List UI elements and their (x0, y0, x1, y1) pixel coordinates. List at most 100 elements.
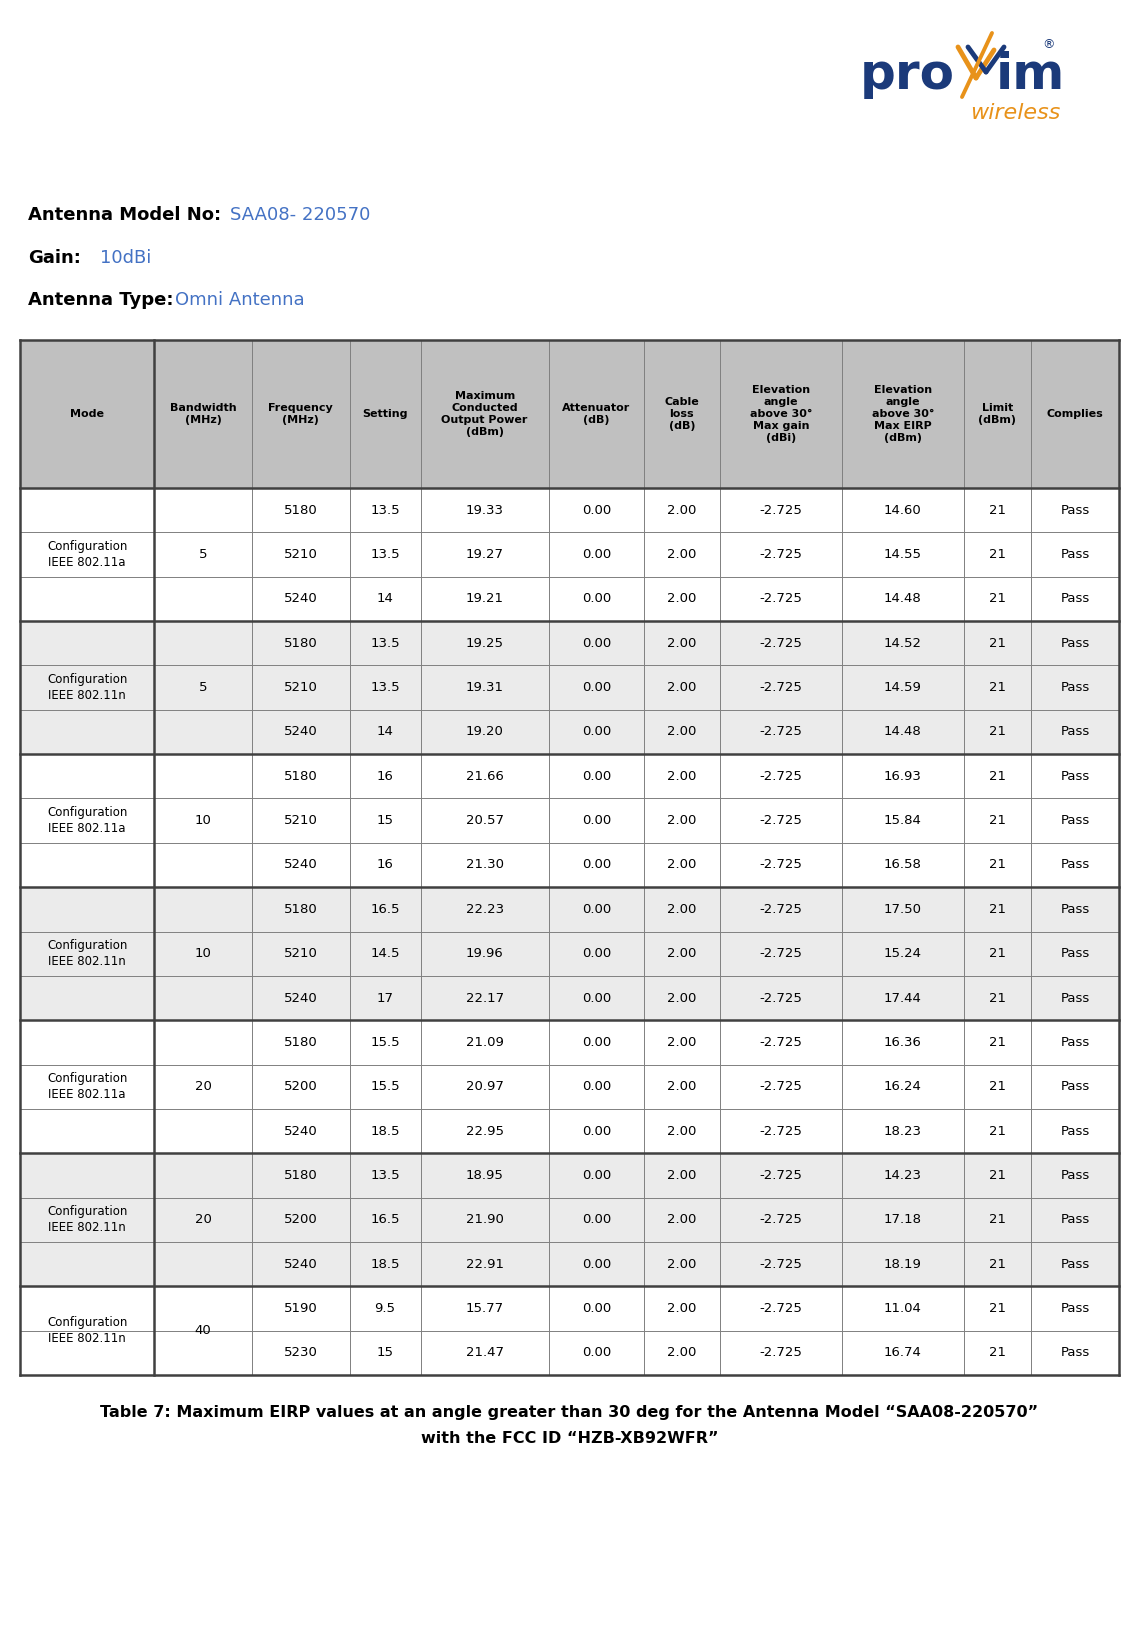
Text: 21: 21 (989, 593, 1006, 605)
Text: 0.00: 0.00 (582, 814, 611, 828)
Text: 21: 21 (989, 904, 1006, 915)
Text: pro: pro (860, 51, 954, 99)
Text: 2.00: 2.00 (667, 814, 697, 828)
Text: 14: 14 (377, 725, 394, 738)
Text: 14.23: 14.23 (884, 1170, 921, 1181)
Text: 0.00: 0.00 (582, 1213, 611, 1226)
Bar (21, 1287, 1118, 1374)
Bar (21, 887, 1118, 1021)
Bar (21, 487, 1118, 621)
Text: 18.5: 18.5 (370, 1125, 400, 1138)
Text: 2.00: 2.00 (667, 947, 697, 960)
Text: 0.00: 0.00 (582, 1170, 611, 1181)
Text: Table 7: Maximum EIRP values at an angle greater than 30 deg for the Antenna Mod: Table 7: Maximum EIRP values at an angle… (100, 1404, 1039, 1421)
Text: 15.84: 15.84 (884, 814, 921, 828)
Text: Pass: Pass (1060, 504, 1090, 517)
Bar (21, 1153, 1118, 1287)
Text: Frequency
(MHz): Frequency (MHz) (269, 403, 334, 425)
Text: 2.00: 2.00 (667, 636, 697, 649)
Text: 21: 21 (989, 947, 1006, 960)
Text: Pass: Pass (1060, 859, 1090, 872)
Text: 2.00: 2.00 (667, 1125, 697, 1138)
Text: 14.48: 14.48 (884, 593, 921, 605)
Text: 21.47: 21.47 (466, 1346, 503, 1360)
Text: 21: 21 (989, 548, 1006, 562)
Text: 21: 21 (989, 1257, 1006, 1270)
Text: 5180: 5180 (284, 636, 318, 649)
Text: 18.95: 18.95 (466, 1170, 503, 1181)
Bar (21, 753, 1118, 887)
Text: Pass: Pass (1060, 636, 1090, 649)
Text: 0.00: 0.00 (582, 991, 611, 1004)
Text: 19.25: 19.25 (466, 636, 503, 649)
Text: 14: 14 (377, 593, 394, 605)
Text: 21.90: 21.90 (466, 1213, 503, 1226)
Text: -2.725: -2.725 (760, 1080, 802, 1094)
Text: 5240: 5240 (284, 593, 318, 605)
Text: 0.00: 0.00 (582, 1036, 611, 1049)
Text: Configuration
IEEE 802.11n: Configuration IEEE 802.11n (47, 672, 128, 702)
Text: -2.725: -2.725 (760, 636, 802, 649)
Text: Pass: Pass (1060, 1080, 1090, 1094)
Text: 0.00: 0.00 (582, 548, 611, 562)
Text: 0.00: 0.00 (582, 725, 611, 738)
Text: -2.725: -2.725 (760, 681, 802, 694)
Bar (21, 621, 1118, 753)
Bar (21, 1021, 1118, 1153)
Text: 21: 21 (989, 681, 1006, 694)
Text: 2.00: 2.00 (667, 1036, 697, 1049)
Text: 5210: 5210 (284, 947, 318, 960)
Text: 0.00: 0.00 (582, 1302, 611, 1315)
Text: 20.97: 20.97 (466, 1080, 503, 1094)
Text: 0.00: 0.00 (582, 1257, 611, 1270)
Text: Bandwidth
(MHz): Bandwidth (MHz) (170, 403, 237, 425)
Text: 16: 16 (377, 859, 394, 872)
Text: -2.725: -2.725 (760, 1257, 802, 1270)
Text: 5180: 5180 (284, 1170, 318, 1181)
Text: -2.725: -2.725 (760, 1213, 802, 1226)
Text: -2.725: -2.725 (760, 1170, 802, 1181)
Text: Configuration
IEEE 802.11n: Configuration IEEE 802.11n (47, 1206, 128, 1234)
Text: -2.725: -2.725 (760, 1302, 802, 1315)
Text: 9.5: 9.5 (375, 1302, 395, 1315)
Text: Elevation
angle
above 30°
Max EIRP
(dBm): Elevation angle above 30° Max EIRP (dBm) (871, 385, 934, 443)
Text: 17.44: 17.44 (884, 991, 921, 1004)
Text: 0.00: 0.00 (582, 947, 611, 960)
Text: -2.725: -2.725 (760, 593, 802, 605)
Text: 5210: 5210 (284, 548, 318, 562)
Text: Pass: Pass (1060, 548, 1090, 562)
Text: Pass: Pass (1060, 814, 1090, 828)
Text: 19.21: 19.21 (466, 593, 503, 605)
Text: 21: 21 (989, 1125, 1006, 1138)
Text: 16.74: 16.74 (884, 1346, 921, 1360)
Text: -2.725: -2.725 (760, 1036, 802, 1049)
Text: 5210: 5210 (284, 681, 318, 694)
Text: 14.5: 14.5 (370, 947, 400, 960)
Text: 14.52: 14.52 (884, 636, 921, 649)
Text: Pass: Pass (1060, 947, 1090, 960)
Text: -2.725: -2.725 (760, 904, 802, 915)
Text: 10dBi: 10dBi (100, 249, 151, 268)
Text: 19.20: 19.20 (466, 725, 503, 738)
Text: 13.5: 13.5 (370, 636, 400, 649)
Text: 5200: 5200 (284, 1080, 318, 1094)
Text: 17: 17 (377, 991, 394, 1004)
Text: 0.00: 0.00 (582, 1346, 611, 1360)
Text: 2.00: 2.00 (667, 904, 697, 915)
Text: 0.00: 0.00 (582, 593, 611, 605)
Text: 18.19: 18.19 (884, 1257, 921, 1270)
Text: 10: 10 (195, 814, 212, 828)
Text: 16: 16 (377, 770, 394, 783)
Text: 5200: 5200 (284, 1213, 318, 1226)
Text: 20: 20 (195, 1080, 212, 1094)
Text: 2.00: 2.00 (667, 548, 697, 562)
Text: 0.00: 0.00 (582, 1125, 611, 1138)
Text: 2.00: 2.00 (667, 725, 697, 738)
Text: 2.00: 2.00 (667, 1257, 697, 1270)
Text: 20.57: 20.57 (466, 814, 503, 828)
Text: 15.5: 15.5 (370, 1080, 400, 1094)
Text: 16.93: 16.93 (884, 770, 921, 783)
Text: 10: 10 (195, 947, 212, 960)
Text: 19.33: 19.33 (466, 504, 503, 517)
Text: Pass: Pass (1060, 991, 1090, 1004)
